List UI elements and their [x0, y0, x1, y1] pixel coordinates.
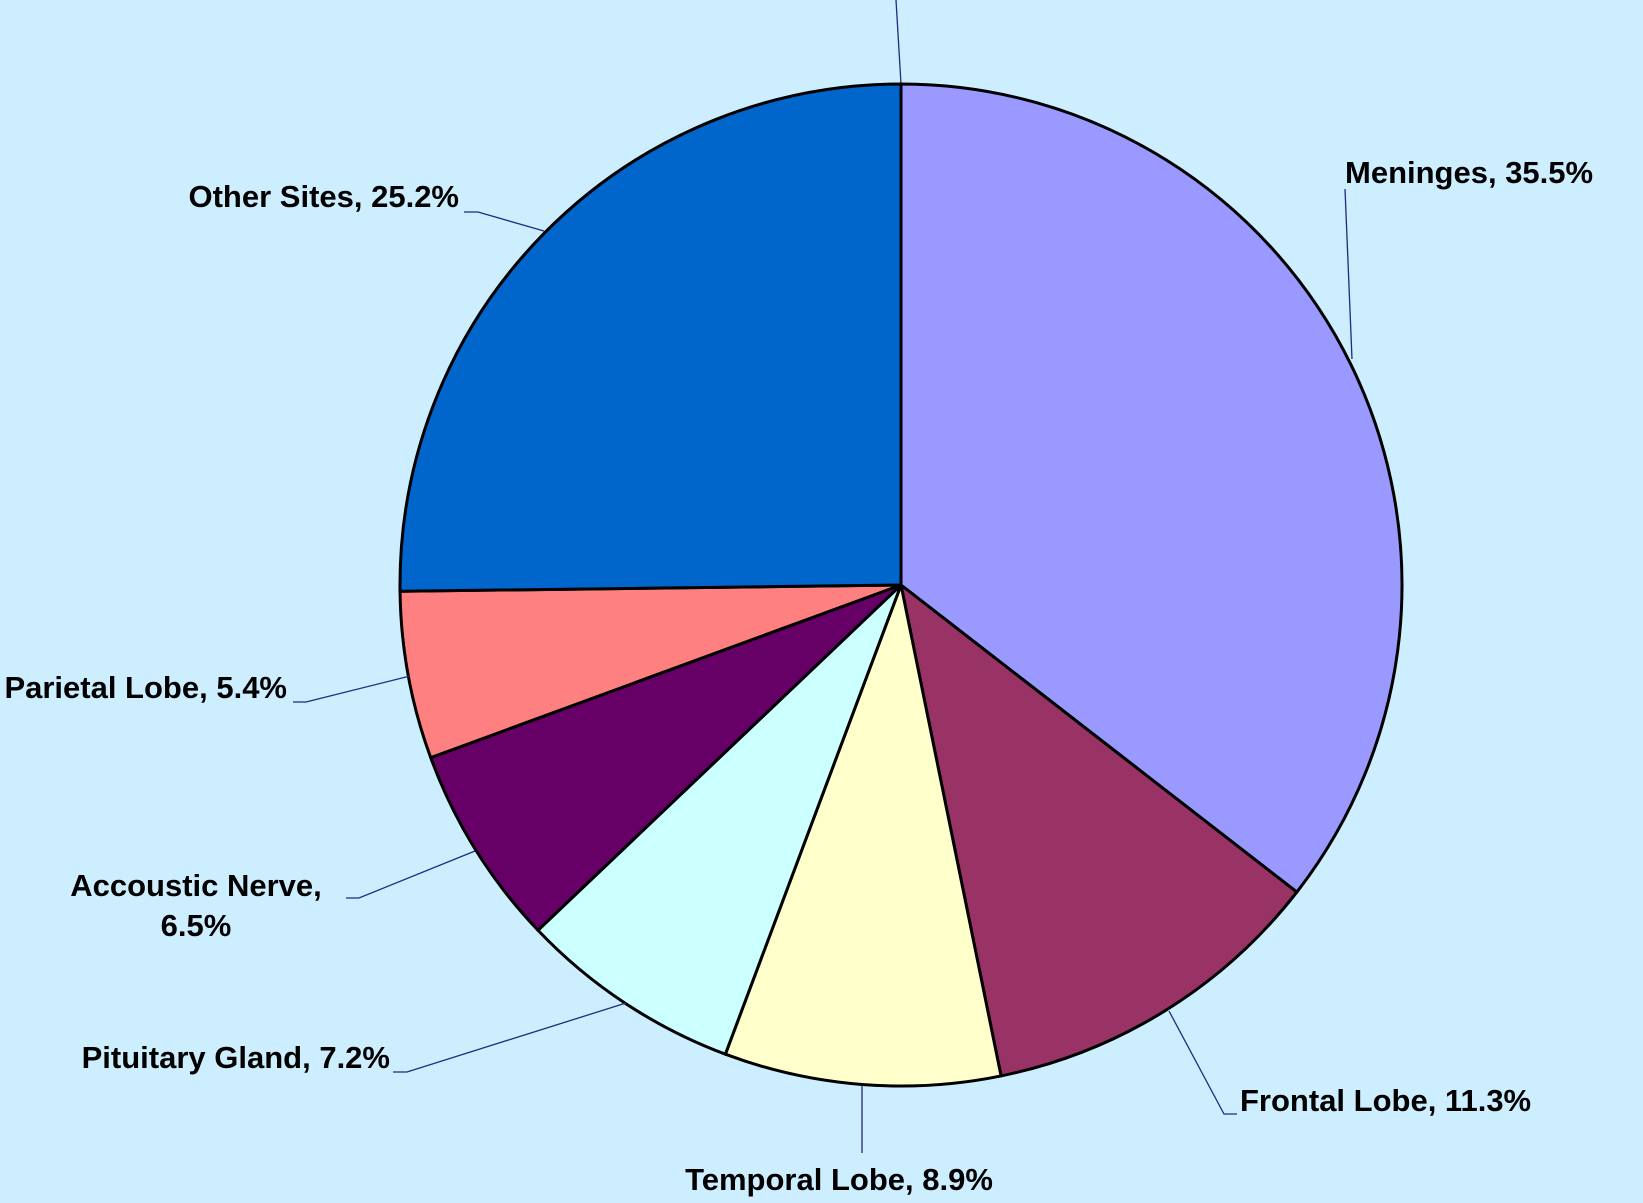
leader-line	[346, 850, 476, 899]
pie-slice	[899, 583, 1299, 1078]
leader-line	[293, 675, 411, 703]
leader-line	[1168, 1010, 1237, 1115]
leader-line	[895, 0, 902, 85]
data-label: Frontal Lobe, 11.3%	[1240, 1083, 1531, 1118]
leader-line	[1344, 188, 1353, 360]
pie-slice	[723, 583, 1003, 1088]
data-label: Accoustic Nerve, 6.5%	[70, 868, 322, 943]
pie-slice	[398, 82, 903, 593]
data-label: Pituitary Gland, 7.2%	[82, 1040, 390, 1075]
pie-slice	[899, 82, 1404, 894]
leader-line	[464, 211, 545, 232]
slices	[398, 82, 1404, 1088]
data-label-line: Accoustic Nerve,	[70, 868, 322, 903]
data-label-line: 6.5%	[161, 908, 232, 943]
pie-slice	[429, 583, 903, 932]
data-label: Parietal Lobe, 5.4%	[4, 670, 287, 705]
leader-line	[393, 1002, 627, 1073]
data-label: Other Sites, 25.2%	[188, 179, 459, 214]
data-label: Temporal Lobe, 8.9%	[685, 1162, 993, 1197]
data-label: Meninges, 35.5%	[1345, 155, 1593, 190]
